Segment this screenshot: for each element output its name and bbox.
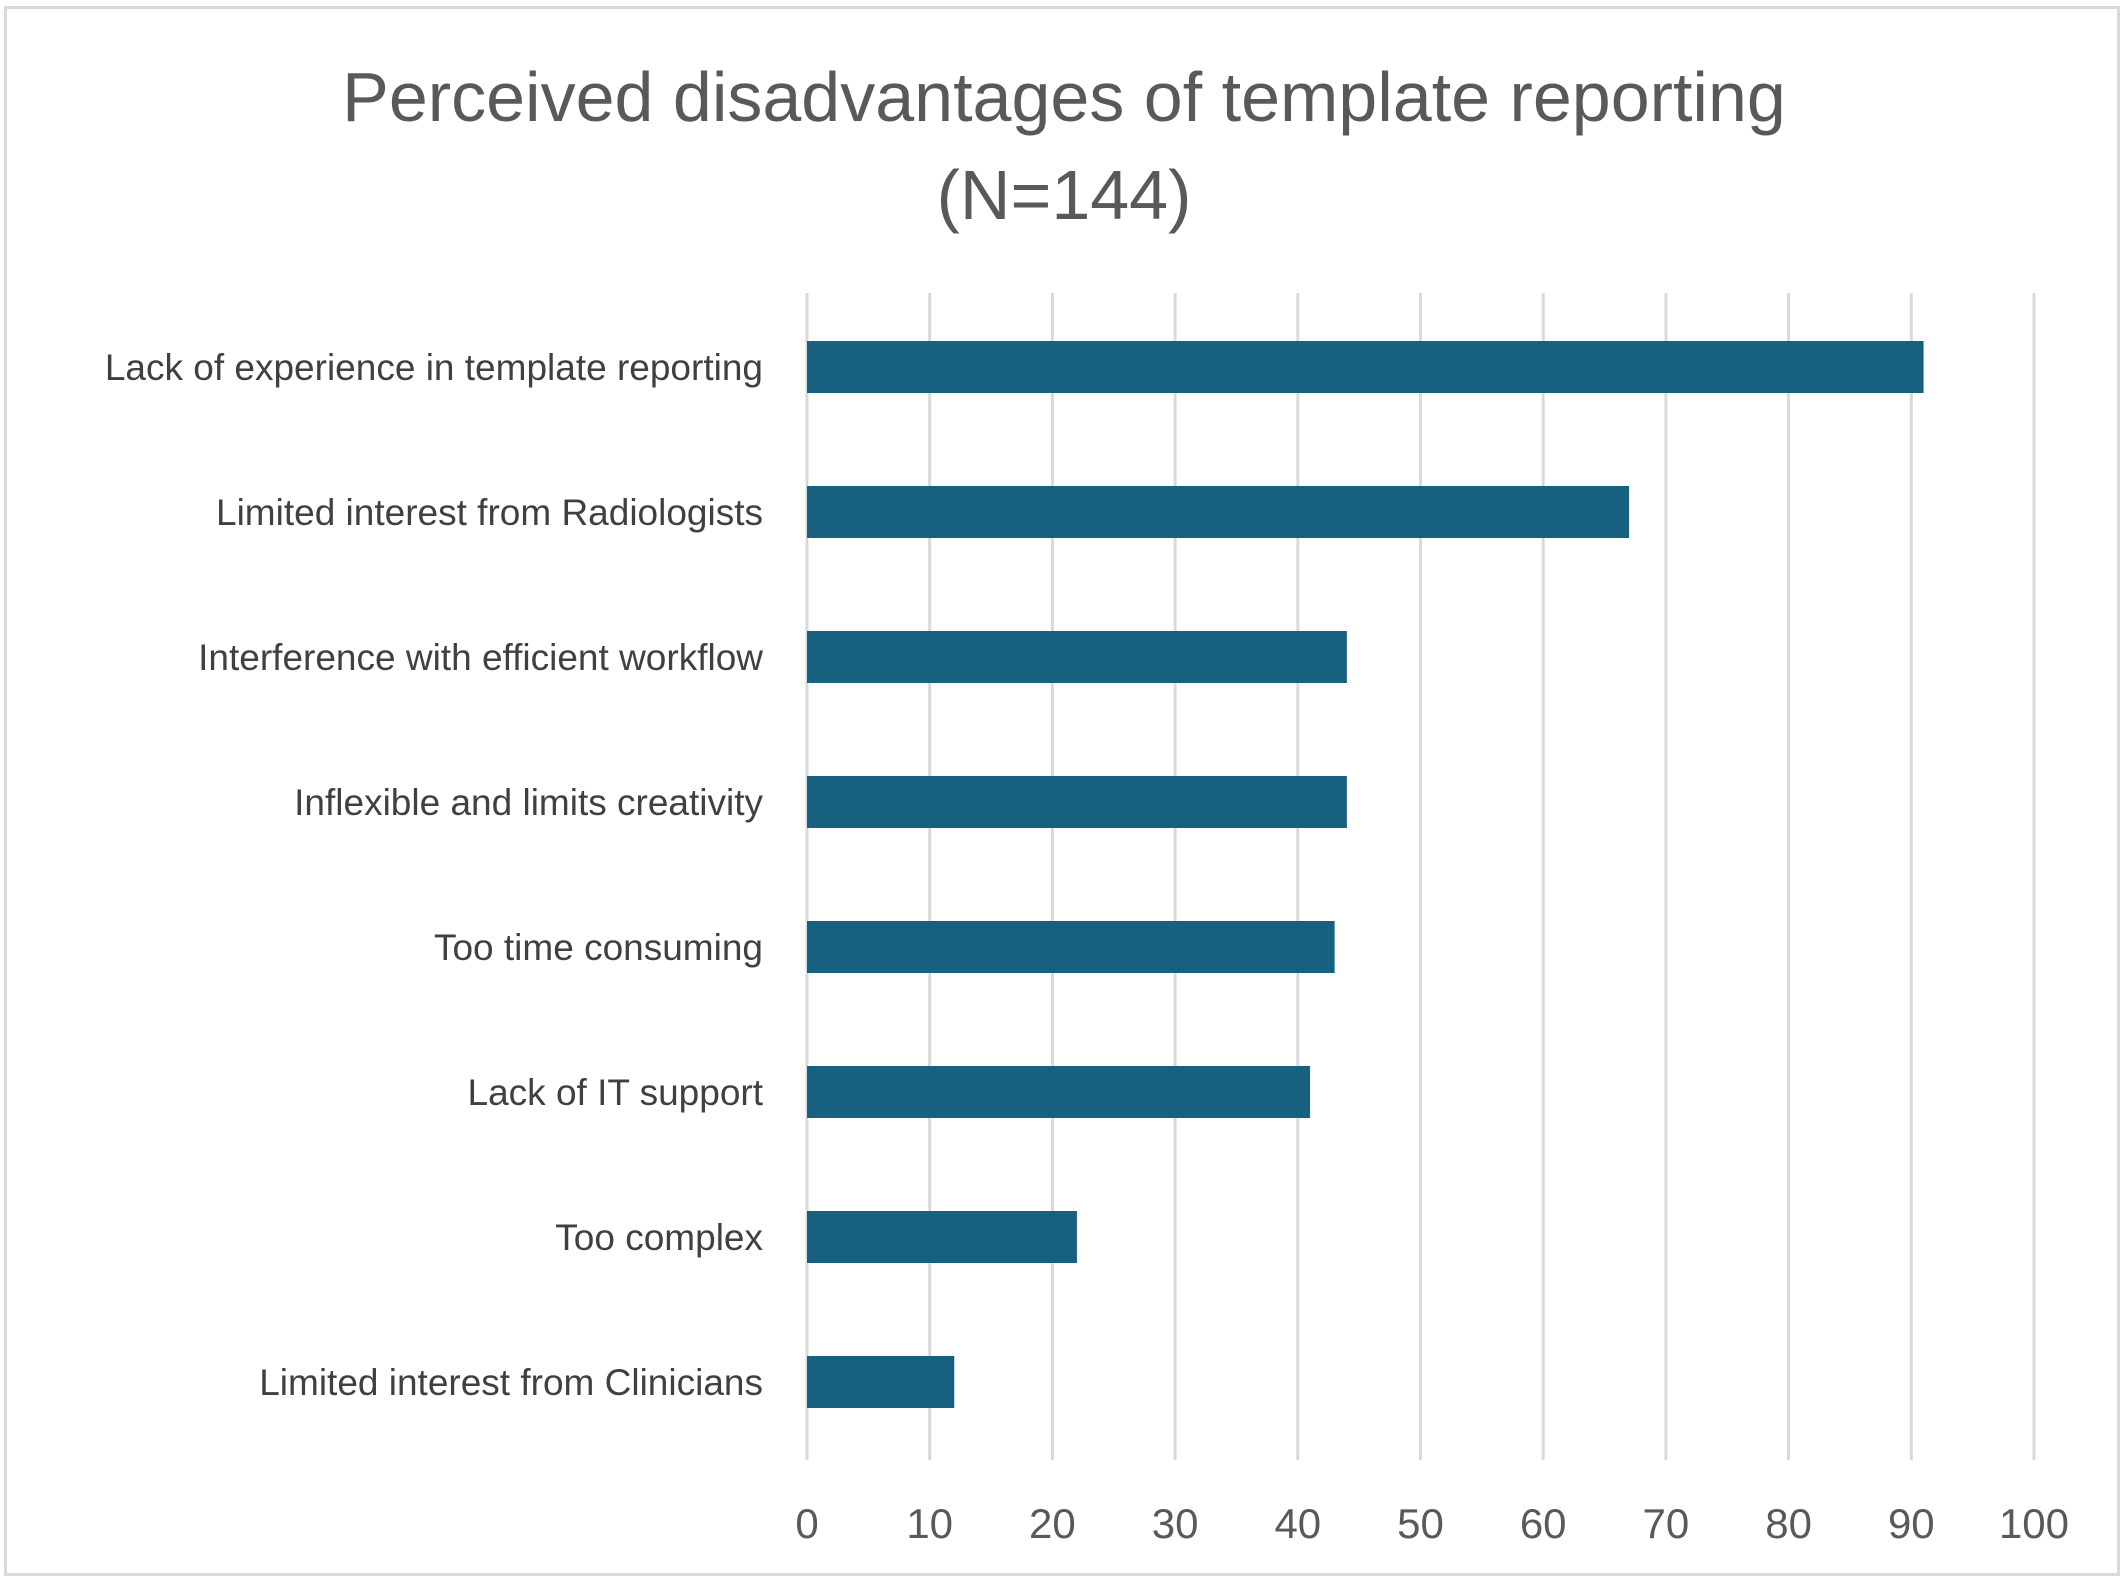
category-label: Lack of IT support	[468, 1072, 764, 1113]
category-label: Inflexible and limits creativity	[294, 782, 763, 823]
chart-title-main: Perceived disadvantages of template repo…	[342, 58, 1786, 136]
category-label: Lack of experience in template reporting	[105, 347, 763, 388]
category-label: Too complex	[555, 1217, 763, 1258]
x-tick-label: 70	[1643, 1500, 1690, 1547]
x-tick-label: 80	[1765, 1500, 1812, 1547]
category-label: Limited interest from Clinicians	[259, 1362, 763, 1403]
x-tick-label: 30	[1152, 1500, 1199, 1547]
x-tick-label: 90	[1888, 1500, 1935, 1547]
x-tick-label: 0	[795, 1500, 818, 1547]
gridlines	[805, 293, 2036, 1460]
bar	[807, 921, 1335, 973]
x-tick-label: 50	[1397, 1500, 1444, 1547]
bar	[807, 486, 1630, 538]
x-tick-label: 10	[906, 1500, 953, 1547]
category-label: Limited interest from Radiologists	[216, 492, 763, 533]
bar	[807, 341, 1924, 393]
chart-title: Perceived disadvantages of template repo…	[0, 48, 2128, 244]
bar	[807, 631, 1347, 683]
category-labels: Lack of experience in template reporting…	[105, 347, 764, 1403]
bar	[807, 776, 1347, 828]
x-tick-label: 60	[1520, 1500, 1567, 1547]
x-tick-label: 20	[1029, 1500, 1076, 1547]
chart-subtitle: (N=144)	[936, 156, 1192, 234]
bars	[807, 341, 1924, 1408]
x-tick-label: 100	[1999, 1500, 2069, 1547]
x-tick-label: 40	[1274, 1500, 1321, 1547]
category-label: Too time consuming	[434, 927, 763, 968]
bar	[807, 1066, 1311, 1118]
bar	[807, 1211, 1077, 1263]
category-label: Interference with efficient workflow	[198, 637, 763, 678]
x-axis-tick-labels: 0 10 20 30 40 50 60 70 80 90 100	[795, 1500, 2069, 1547]
bar	[807, 1356, 955, 1408]
